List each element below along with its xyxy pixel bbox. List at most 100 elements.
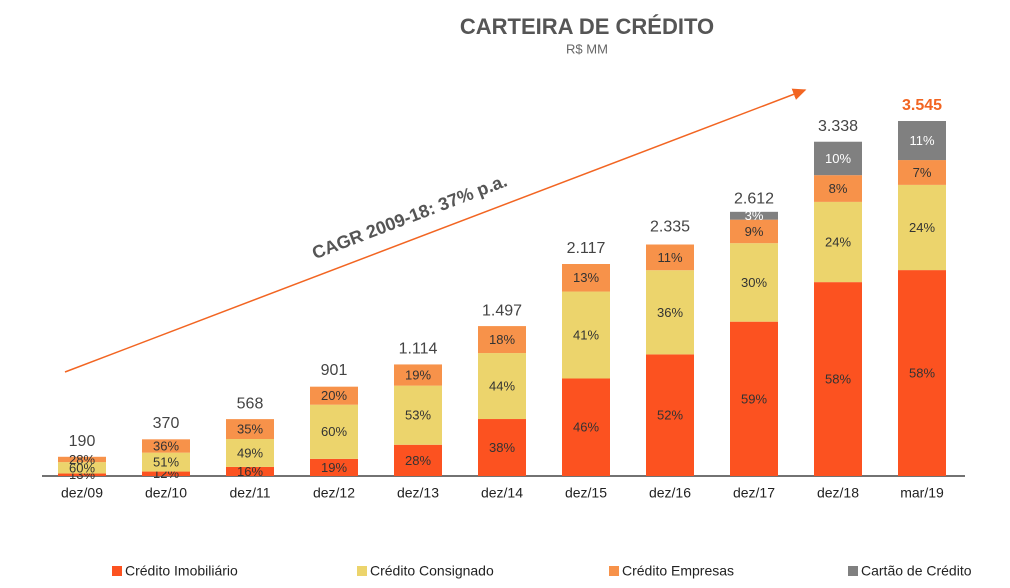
segment-label: 52% <box>657 408 683 423</box>
segment-label: 13% <box>573 270 599 285</box>
bar-segment <box>478 419 526 476</box>
bar-segment <box>730 321 778 476</box>
bar-segment <box>478 326 526 354</box>
segment-label: 28% <box>405 453 431 468</box>
x-tick-label: mar/19 <box>900 485 944 501</box>
bar-segment <box>898 121 946 161</box>
segment-label: 60% <box>69 460 95 475</box>
x-tick-label: dez/11 <box>230 485 271 501</box>
bar-segment <box>814 175 862 202</box>
bar-segment <box>730 219 778 244</box>
segment-label: 36% <box>153 438 179 453</box>
legend-label: Cartão de Crédito <box>861 563 972 579</box>
bar-segment <box>142 439 190 453</box>
total-label: 3.545 <box>902 97 942 114</box>
x-tick-label: dez/16 <box>649 485 691 501</box>
segment-label: 10% <box>825 151 851 166</box>
total-label: 901 <box>321 362 348 379</box>
segment-label: 8% <box>829 181 848 196</box>
bar-segment <box>58 473 106 476</box>
bar-segment <box>394 385 442 445</box>
bar-segment <box>58 456 106 463</box>
bar-segment <box>730 243 778 322</box>
trend-arrow <box>64 88 807 373</box>
segment-label: 60% <box>321 424 347 439</box>
total-label: 2.335 <box>650 218 690 235</box>
legend-label: Crédito Imobiliário <box>125 563 238 579</box>
bar-segment <box>814 282 862 476</box>
bar-segment <box>898 184 946 271</box>
segment-label: 19% <box>321 460 347 475</box>
total-label: 190 <box>69 433 96 450</box>
segment-label: 41% <box>573 327 599 342</box>
segment-label: 24% <box>825 234 851 249</box>
bar-segment <box>58 462 106 474</box>
bar-segment <box>898 270 946 476</box>
segment-label: 51% <box>153 455 179 470</box>
total-label: 370 <box>153 415 180 432</box>
segment-label: 59% <box>741 391 767 406</box>
bar-segment <box>310 404 358 459</box>
legend-swatch <box>609 566 619 576</box>
x-tick-label: dez/12 <box>313 485 355 501</box>
segment-label: 11% <box>657 250 682 265</box>
bar-segment <box>226 419 274 440</box>
bar-segment <box>394 444 442 476</box>
bar-segment <box>562 264 610 292</box>
segment-label: 36% <box>657 305 683 320</box>
total-label: 2.612 <box>734 191 774 208</box>
bar-segment <box>646 354 694 476</box>
chart-title: CARTEIRA DE CRÉDITO <box>460 14 714 39</box>
segment-label: 49% <box>237 445 263 460</box>
bar-segment <box>730 211 778 220</box>
segment-label: 7% <box>913 165 932 180</box>
bar-segment <box>646 270 694 355</box>
segment-label: 58% <box>909 365 935 380</box>
legend-swatch <box>848 566 858 576</box>
segment-label: 3% <box>745 208 764 223</box>
segment-label: 58% <box>825 371 851 386</box>
legend-swatch <box>112 566 122 576</box>
segment-label: 9% <box>745 224 764 239</box>
total-label: 1.497 <box>482 302 522 319</box>
bar-segment <box>310 458 358 476</box>
x-tick-label: dez/15 <box>565 485 607 501</box>
total-label: 1.114 <box>399 341 438 358</box>
bar-segment <box>226 466 274 476</box>
legend-swatch <box>357 566 367 576</box>
bar-segment <box>394 364 442 386</box>
bar-segment <box>898 160 946 185</box>
segment-label: 24% <box>909 220 935 235</box>
bar-segment <box>142 452 190 472</box>
segment-label: 38% <box>489 440 515 455</box>
cagr-annotation: CAGR 2009-18: 37% p.a. <box>309 171 510 264</box>
bar-segment <box>814 201 862 283</box>
chart-subtitle: R$ MM <box>566 41 608 56</box>
segment-label: 16% <box>237 464 263 479</box>
segment-label: 19% <box>405 367 431 382</box>
segment-label: 44% <box>489 378 515 393</box>
segment-label: 46% <box>573 420 599 435</box>
total-label: 2.117 <box>567 240 606 257</box>
bar-segment <box>478 353 526 420</box>
x-tick-label: dez/09 <box>61 485 103 501</box>
x-tick-label: dez/14 <box>481 485 523 501</box>
segment-label: 30% <box>741 275 767 290</box>
x-tick-label: dez/10 <box>145 485 187 501</box>
segment-label: 35% <box>237 422 263 437</box>
bar-segment <box>142 471 190 476</box>
total-label: 568 <box>237 395 264 412</box>
segment-label: 18% <box>489 332 515 347</box>
legend-label: Crédito Consignado <box>370 563 494 579</box>
bar-segment <box>226 439 274 467</box>
bar-segment <box>814 141 862 176</box>
bar-segment <box>310 386 358 405</box>
bar-segment <box>646 244 694 271</box>
bar-segment <box>562 378 610 476</box>
segment-label: 28% <box>69 452 95 467</box>
x-tick-label: dez/17 <box>733 485 775 501</box>
segment-label: 11% <box>909 133 934 148</box>
legend-label: Crédito Empresas <box>622 563 734 579</box>
segment-label: 20% <box>321 388 347 403</box>
